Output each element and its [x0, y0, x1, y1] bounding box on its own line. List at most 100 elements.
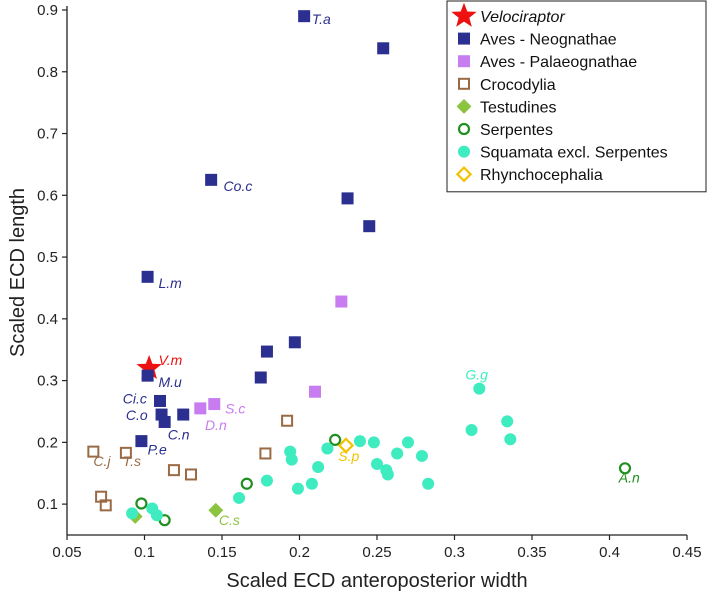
point-aves-palaeognathae — [335, 295, 348, 308]
x-tick-label: 0.4 — [599, 544, 620, 561]
point-aves-neognathae — [205, 173, 218, 186]
annotation-label: C.n — [168, 426, 190, 442]
point-crocodylia — [99, 499, 112, 512]
y-axis-title: Scaled ECD length — [7, 188, 29, 357]
point-squamata-excl-serpentes — [305, 477, 318, 490]
annotation-label: T.s — [123, 453, 141, 469]
point-serpentes — [135, 497, 148, 510]
point-aves-neognathae — [260, 345, 273, 358]
legend-label: Crocodylia — [480, 77, 556, 94]
annotation-label: Ci.c — [123, 390, 147, 406]
point-squamata-excl-serpentes — [150, 509, 163, 522]
y-tick-label: 0.9 — [37, 2, 58, 19]
point-squamata-excl-serpentes — [312, 461, 325, 474]
legend-label: Aves - Neognathae — [480, 32, 617, 49]
point-squamata-excl-serpentes — [321, 442, 334, 455]
legend-marker-squamata-excl-serpentes — [458, 145, 470, 158]
point-crocodylia — [87, 445, 100, 458]
point-squamata-excl-serpentes — [371, 457, 383, 470]
annotation-label: L.m — [158, 275, 182, 291]
point-serpentes — [240, 477, 253, 490]
legend-marker-aves-neognathae — [458, 32, 470, 45]
annotation-label: Co.c — [224, 178, 253, 194]
x-axis-title: Scaled ECD anteroposterior width — [226, 570, 527, 592]
point-aves-neognathae — [288, 336, 301, 349]
annotation-label: D.n — [205, 417, 227, 433]
x-tick-label: 0.25 — [362, 544, 391, 561]
x-tick-label: 0.2 — [289, 544, 310, 561]
point-aves-palaeognathae — [194, 402, 207, 415]
point-serpentes — [329, 433, 342, 446]
data-points — [87, 10, 632, 527]
point-crocodylia — [167, 464, 180, 477]
point-crocodylia — [119, 446, 132, 459]
point-crocodylia — [281, 414, 294, 427]
x-tick-label: 0.3 — [444, 544, 465, 561]
point-aves-neognathae — [141, 369, 154, 382]
point-aves-neognathae — [377, 42, 390, 55]
annotation-label: S.p — [338, 448, 359, 464]
point-serpentes — [618, 462, 632, 475]
point-squamata-excl-serpentes — [473, 382, 486, 395]
legend-marker-testudines — [456, 98, 472, 114]
point-squamata-excl-serpentes — [504, 433, 517, 446]
point-velociraptor — [136, 354, 162, 379]
point-aves-palaeognathae — [309, 385, 321, 398]
legend-marker-rhynchocephalia — [455, 166, 473, 183]
annotation-label: G.g — [465, 366, 488, 382]
point-aves-neognathae — [135, 435, 148, 448]
point-squamata-excl-serpentes — [260, 474, 273, 487]
point-squamata-excl-serpentes — [415, 449, 428, 462]
annotation-label: S.c — [225, 400, 245, 416]
point-aves-palaeognathae — [208, 398, 221, 411]
annotation-label: V.m — [158, 352, 182, 368]
point-rhynchocephalia — [337, 437, 355, 454]
legend-marker-crocodylia — [458, 77, 470, 90]
y-tick-label: 0.2 — [37, 434, 58, 451]
y-tick-label: 0.5 — [37, 249, 58, 266]
annotation-label: C.j — [93, 453, 111, 469]
y-tick-label: 0.6 — [37, 187, 58, 204]
legend-label: Serpentes — [480, 122, 553, 139]
point-crocodylia — [259, 447, 272, 460]
annotation-label: C.o — [126, 407, 148, 423]
annotation-label: A.n — [618, 470, 640, 486]
point-squamata-excl-serpentes — [367, 436, 380, 449]
point-aves-neognathae — [154, 394, 166, 407]
point-aves-neognathae — [254, 371, 267, 384]
x-tick-label: 0.35 — [517, 544, 546, 561]
point-aves-neognathae — [363, 220, 376, 233]
point-squamata-excl-serpentes — [501, 415, 514, 428]
point-squamata-excl-serpentes — [126, 507, 139, 520]
y-tick-label: 0.4 — [37, 311, 58, 328]
annotation-label: T.a — [312, 11, 331, 27]
legend-label: Squamata excl. Serpentes — [480, 145, 668, 162]
y-tick-label: 0.1 — [37, 496, 58, 513]
legend-label: Velociraptor — [480, 9, 565, 26]
point-squamata-excl-serpentes — [465, 424, 478, 436]
legend: Velociraptor Aves - Neognathae Aves - Pala… — [446, 0, 707, 193]
point-aves-neognathae — [158, 415, 171, 428]
annotation-label: M.u — [158, 374, 182, 390]
legend-box — [446, 0, 707, 193]
y-axis: 0.1 0.2 0.3 0.4 0.5 0.6 0.7 0.8 0.9 — [37, 2, 67, 513]
annotation-label: C.s — [219, 512, 240, 528]
legend-marker-velociraptor — [451, 2, 477, 27]
point-squamata-excl-serpentes — [291, 482, 304, 495]
point-crocodylia — [185, 468, 197, 481]
x-tick-label: 0.1 — [134, 544, 155, 561]
point-squamata-excl-serpentes — [422, 477, 435, 490]
x-tick-label: 0.15 — [207, 544, 236, 561]
y-tick-label: 0.8 — [37, 64, 58, 81]
point-aves-neognathae — [298, 10, 311, 23]
y-tick-label: 0.7 — [37, 126, 58, 143]
legend-label: Testudines — [480, 99, 557, 116]
x-axis: 0.05 0.1 0.15 0.2 0.25 0.3 0.35 0.4 0.45 — [52, 535, 702, 561]
legend-marker-serpentes — [457, 122, 471, 136]
y-tick-label: 0.3 — [37, 373, 58, 390]
point-squamata-excl-serpentes — [381, 468, 394, 481]
point-aves-neognathae — [341, 192, 354, 205]
point-squamata-excl-serpentes — [402, 436, 414, 449]
annotation-label: P.e — [148, 442, 167, 458]
